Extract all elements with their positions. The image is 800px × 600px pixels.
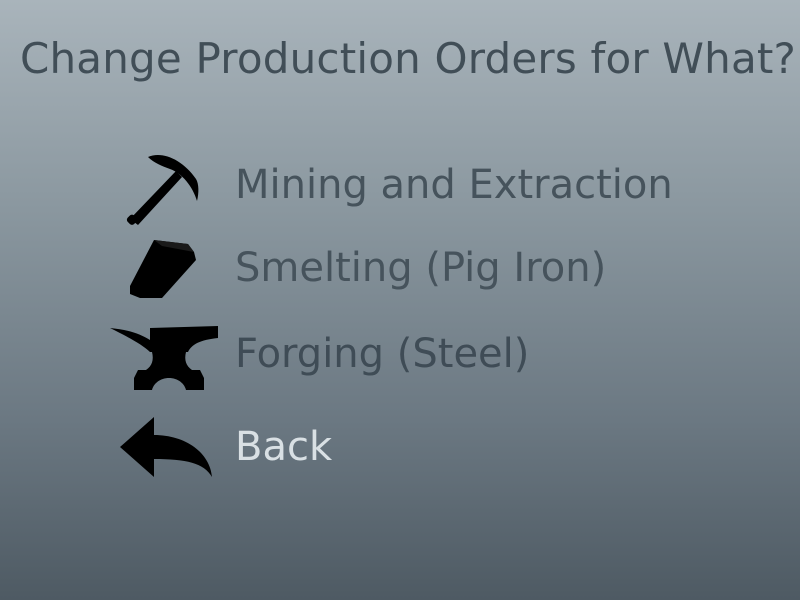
- back-arrow-icon: [100, 407, 225, 487]
- menu-item-label: Mining and Extraction: [235, 162, 673, 208]
- menu-item-smelting[interactable]: Smelting (Pig Iron): [100, 228, 720, 308]
- pickaxe-icon: [100, 145, 225, 225]
- menu-item-label: Smelting (Pig Iron): [235, 245, 607, 291]
- menu-item-forging[interactable]: Forging (Steel): [100, 314, 720, 394]
- anvil-icon: [100, 314, 225, 394]
- ingot-icon: [100, 228, 225, 308]
- menu-item-label: Back: [235, 424, 333, 470]
- menu-item-back[interactable]: Back: [100, 407, 720, 487]
- page-title: Change Production Orders for What?: [19, 34, 797, 83]
- menu-item-label: Forging (Steel): [235, 331, 530, 377]
- menu-item-mining[interactable]: Mining and Extraction: [100, 145, 720, 225]
